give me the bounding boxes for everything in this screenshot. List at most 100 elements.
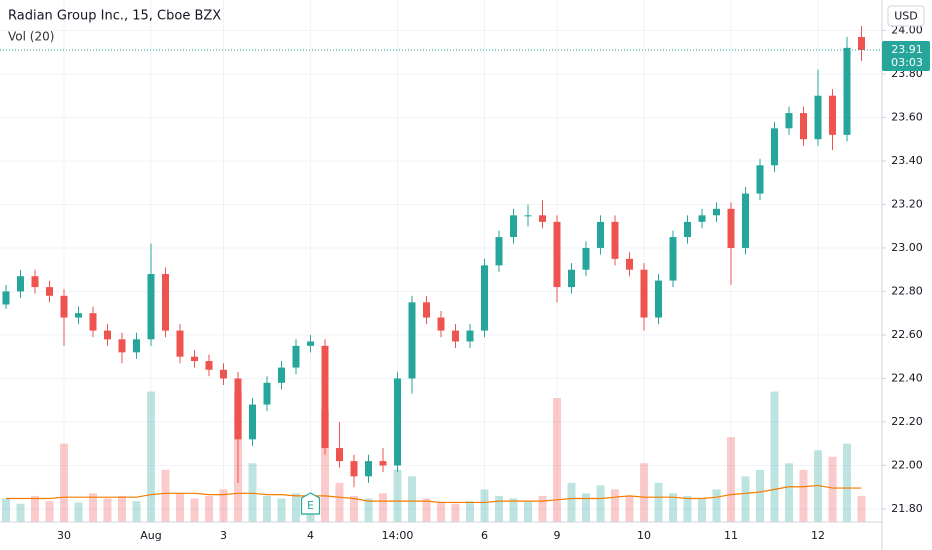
- candle-body: [249, 404, 256, 440]
- volume-bar: [60, 443, 68, 522]
- volume-bar: [553, 398, 561, 522]
- volume-bar: [437, 502, 445, 522]
- volume-bar: [2, 498, 10, 522]
- earnings-label: E: [307, 499, 314, 512]
- volume-bar: [770, 391, 779, 522]
- candle-body: [669, 237, 677, 281]
- volume-bar: [495, 495, 503, 522]
- x-tick-label: 9: [554, 529, 561, 542]
- candle-body: [46, 287, 53, 296]
- volume-bar: [408, 476, 416, 522]
- volume-bar: [712, 489, 721, 522]
- candle-body: [698, 215, 706, 222]
- earnings-marker[interactable]: [300, 492, 321, 515]
- candle-body: [31, 276, 39, 288]
- volume-bar: [524, 501, 532, 522]
- candle-body: [336, 448, 343, 462]
- chart-title: Radian Group Inc., 15, Cboe BZX: [8, 9, 221, 24]
- candle-body: [2, 291, 10, 305]
- candle-body: [75, 313, 82, 318]
- volume-bar: [611, 489, 619, 522]
- volume-bar: [321, 411, 329, 522]
- volume-ma: [6, 484, 862, 504]
- candle-body: [539, 215, 546, 222]
- currency-box[interactable]: [887, 5, 925, 27]
- volume-bar: [640, 463, 648, 522]
- candle-body: [713, 208, 720, 216]
- candle-body: [466, 330, 474, 342]
- y-tick-label: 22.80: [891, 284, 923, 297]
- candle-body: [524, 215, 532, 217]
- volume-bar: [292, 493, 300, 522]
- candle-body: [162, 274, 169, 331]
- x-tick-label: 12: [811, 529, 825, 542]
- candle-body: [394, 378, 401, 466]
- y-tick-label: 24.00: [891, 23, 923, 36]
- y-tick-label: 22.20: [891, 415, 923, 428]
- candle-body: [495, 237, 503, 266]
- volume-bar: [161, 469, 170, 522]
- volume-bar: [625, 495, 634, 522]
- volume-bar: [466, 501, 474, 522]
- x-tick-label: 30: [57, 529, 71, 542]
- candle-body: [89, 313, 97, 331]
- candle-body: [263, 382, 271, 405]
- volume-bar: [248, 463, 257, 522]
- candle-body: [191, 356, 198, 362]
- volume-bar: [538, 495, 547, 522]
- last-price-label: 23.91: [891, 43, 923, 56]
- volume-bar: [814, 450, 822, 522]
- volume-bar: [219, 489, 228, 522]
- x-tick-label: 3: [220, 529, 227, 542]
- volume-bar: [205, 495, 213, 522]
- candle-body: [408, 302, 416, 379]
- volume-bar: [698, 498, 706, 522]
- volume-bar: [785, 463, 793, 522]
- volume-bar: [683, 495, 692, 522]
- candle-body: [278, 367, 285, 383]
- volume-bar: [654, 482, 663, 522]
- candle-body: [321, 345, 329, 449]
- volume-bar: [393, 469, 402, 522]
- candle-body: [60, 295, 68, 318]
- volume-bar: [263, 495, 271, 522]
- axes: 21.80 22.00 22.20 22.40 22.60 22.80 23.00 23.20…: [0, 23, 930, 542]
- x-tick-label: 6: [481, 529, 488, 542]
- x-tick-label: 11: [724, 529, 738, 542]
- volume-bar: [756, 469, 764, 522]
- volume-bar: [843, 443, 851, 522]
- volume-bar: [147, 391, 155, 522]
- candle-body: [350, 461, 358, 477]
- candle-body: [423, 302, 430, 318]
- volume-bar: [857, 495, 866, 522]
- candle-body: [756, 165, 764, 194]
- candle-body: [133, 339, 140, 353]
- volume-bar: [669, 493, 677, 522]
- volume-bar: [31, 495, 39, 522]
- candle-body: [118, 339, 126, 353]
- volume-bar: [277, 498, 286, 522]
- candles: [2, 26, 865, 488]
- y-tick-label: 23.00: [891, 241, 923, 254]
- volume-bar: [582, 493, 590, 522]
- candle-body: [742, 193, 749, 248]
- y-tick-label: 22.00: [891, 458, 923, 471]
- candle-body: [655, 280, 662, 318]
- candle-body: [684, 221, 691, 238]
- volume-bar: [422, 498, 431, 522]
- volume-bar: [350, 495, 358, 522]
- volume-bar: [828, 456, 837, 522]
- volume-bar: [799, 469, 808, 522]
- candle-body: [481, 265, 488, 331]
- y-tick-label: 22.60: [891, 328, 923, 341]
- y-tick-label: 22.40: [891, 371, 923, 384]
- candle-body: [626, 258, 633, 270]
- volume-bar: [45, 501, 54, 522]
- volume-bar: [596, 485, 605, 522]
- volume-bar: [727, 437, 735, 522]
- candle-body: [234, 378, 242, 440]
- volume-bar: [176, 493, 184, 522]
- candle-body: [437, 317, 445, 331]
